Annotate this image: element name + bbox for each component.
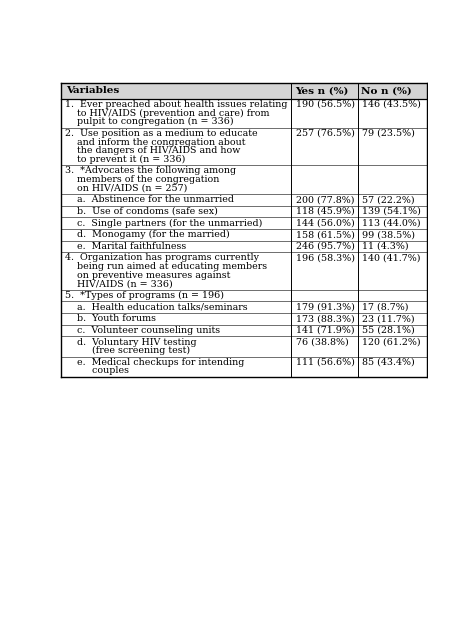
- Text: e.  Marital faithfulness: e. Marital faithfulness: [65, 242, 186, 251]
- Text: c.  Volunteer counseling units: c. Volunteer counseling units: [65, 326, 220, 335]
- Text: 55 (28.1%): 55 (28.1%): [362, 326, 415, 335]
- Text: couples: couples: [65, 367, 129, 376]
- Text: 196 (58.3%): 196 (58.3%): [296, 254, 355, 263]
- Bar: [61, 83, 426, 99]
- Text: 144 (56.0%): 144 (56.0%): [296, 219, 354, 228]
- Text: the dangers of HIV/AIDS and how: the dangers of HIV/AIDS and how: [65, 146, 240, 155]
- Text: 257 (76.5%): 257 (76.5%): [296, 129, 355, 138]
- Text: 173 (88.3%): 173 (88.3%): [296, 315, 354, 324]
- Text: d.  Monogamy (for the married): d. Monogamy (for the married): [65, 230, 229, 239]
- Text: 5.  *Types of programs (n = 196): 5. *Types of programs (n = 196): [65, 291, 224, 300]
- Text: 190 (56.5%): 190 (56.5%): [296, 100, 355, 109]
- Text: b.  Youth forums: b. Youth forums: [65, 315, 156, 324]
- Text: No n (%): No n (%): [361, 87, 412, 96]
- Text: 111 (56.6%): 111 (56.6%): [296, 358, 355, 367]
- Text: on HIV/AIDS (n = 257): on HIV/AIDS (n = 257): [65, 184, 187, 193]
- Text: to prevent it (n = 336): to prevent it (n = 336): [65, 155, 185, 164]
- Text: being run aimed at educating members: being run aimed at educating members: [65, 262, 267, 271]
- Text: Yes n (%): Yes n (%): [295, 87, 348, 96]
- Text: to HIV/AIDS (prevention and care) from: to HIV/AIDS (prevention and care) from: [65, 108, 269, 117]
- Text: 85 (43.4%): 85 (43.4%): [362, 358, 415, 367]
- Text: 3.  *Advocates the following among: 3. *Advocates the following among: [65, 166, 236, 175]
- Text: a.  Abstinence for the unmarried: a. Abstinence for the unmarried: [65, 195, 234, 204]
- Text: b.  Use of condoms (safe sex): b. Use of condoms (safe sex): [65, 207, 218, 216]
- Text: 120 (61.2%): 120 (61.2%): [362, 338, 421, 347]
- Text: 113 (44.0%): 113 (44.0%): [362, 219, 421, 228]
- Text: 146 (43.5%): 146 (43.5%): [362, 100, 421, 109]
- Text: 57 (22.2%): 57 (22.2%): [362, 195, 415, 204]
- Text: 118 (45.9%): 118 (45.9%): [296, 207, 354, 216]
- Text: 76 (38.8%): 76 (38.8%): [296, 338, 348, 347]
- Text: 17 (8.7%): 17 (8.7%): [362, 302, 408, 311]
- Text: on preventive measures against: on preventive measures against: [65, 271, 230, 280]
- Text: Variables: Variables: [66, 87, 119, 96]
- Text: pulpit to congregation (n = 336): pulpit to congregation (n = 336): [65, 117, 233, 126]
- Text: d.  Voluntary HIV testing: d. Voluntary HIV testing: [65, 338, 196, 347]
- Text: 79 (23.5%): 79 (23.5%): [362, 129, 415, 138]
- Text: 200 (77.8%): 200 (77.8%): [296, 195, 354, 204]
- Text: 179 (91.3%): 179 (91.3%): [296, 302, 355, 311]
- Text: e.  Medical checkups for intending: e. Medical checkups for intending: [65, 358, 244, 367]
- Text: 139 (54.1%): 139 (54.1%): [362, 207, 421, 216]
- Text: 140 (41.7%): 140 (41.7%): [362, 254, 420, 263]
- Text: 4.  Organization has programs currently: 4. Organization has programs currently: [65, 254, 258, 263]
- Text: 23 (11.7%): 23 (11.7%): [362, 315, 415, 324]
- Text: (free screening test): (free screening test): [65, 346, 190, 355]
- Text: 158 (61.5%): 158 (61.5%): [296, 230, 355, 239]
- Text: c.  Single partners (for the unmarried): c. Single partners (for the unmarried): [65, 219, 262, 228]
- Text: and inform the congregation about: and inform the congregation about: [65, 137, 245, 146]
- Text: 246 (95.7%): 246 (95.7%): [296, 242, 355, 251]
- Text: 2.  Use position as a medium to educate: 2. Use position as a medium to educate: [65, 129, 258, 138]
- Text: 11 (4.3%): 11 (4.3%): [362, 242, 408, 251]
- Text: 99 (38.5%): 99 (38.5%): [362, 230, 415, 239]
- Text: members of the congregation: members of the congregation: [65, 175, 219, 184]
- Text: a.  Health education talks/seminars: a. Health education talks/seminars: [65, 302, 248, 311]
- Text: 141 (71.9%): 141 (71.9%): [296, 326, 354, 335]
- Text: 1.  Ever preached about health issues relating: 1. Ever preached about health issues rel…: [65, 100, 287, 109]
- Text: HIV/AIDS (n = 336): HIV/AIDS (n = 336): [65, 279, 172, 288]
